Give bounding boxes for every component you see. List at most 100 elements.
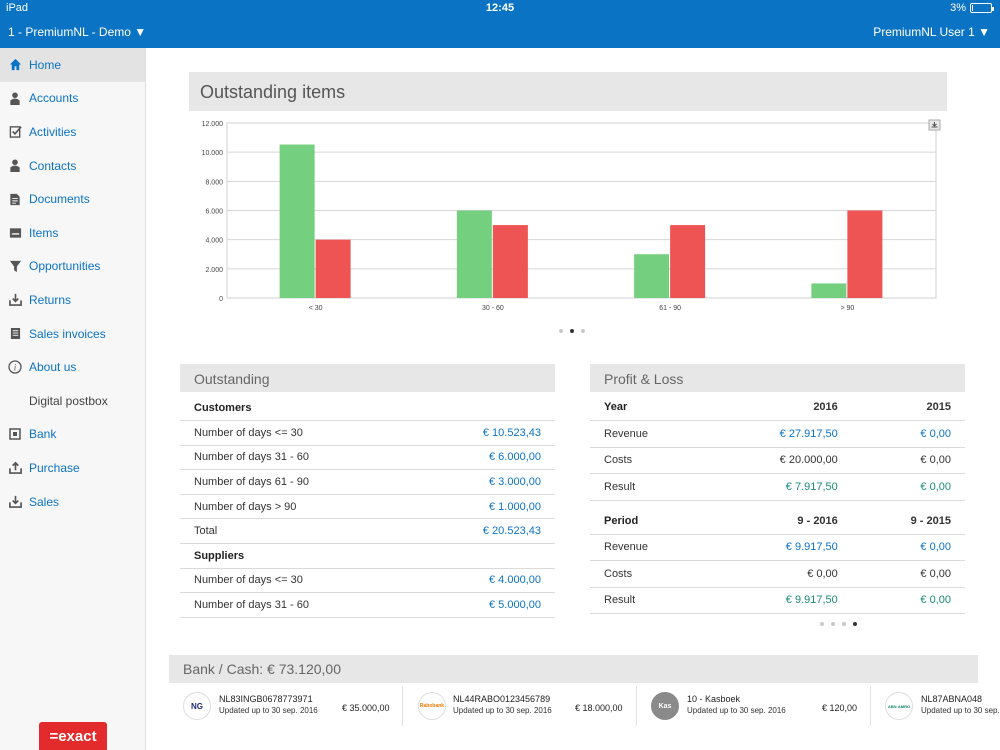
x-tick-label: > 90 bbox=[840, 305, 854, 312]
row-label: Number of days > 90 bbox=[180, 494, 414, 520]
row-value[interactable]: € 1.000,00 bbox=[414, 494, 555, 520]
table-row[interactable]: Result € 9.917,50 € 0,00 bbox=[590, 587, 965, 614]
table-row[interactable]: Revenue € 27.917,50 € 0,00 bbox=[590, 420, 965, 448]
updated-label: Updated up to 30 sep. 2016 bbox=[687, 706, 786, 715]
row-value[interactable]: € 0,00 bbox=[851, 560, 965, 588]
row-value[interactable]: € 9.917,50 bbox=[709, 534, 852, 561]
sidebar-item-label: Contacts bbox=[29, 158, 77, 173]
row-label: Number of days 31 - 60 bbox=[180, 592, 414, 618]
carrier-label: iPad bbox=[6, 2, 29, 14]
sidebar-item-sales[interactable]: Sales bbox=[0, 485, 145, 519]
sidebar-item-activities[interactable]: Activities bbox=[0, 115, 145, 149]
sidebar-item-bank[interactable]: Bank bbox=[0, 418, 145, 452]
bank-account-card[interactable]: Rabobank NL44RABO0123456789 Updated up t… bbox=[403, 686, 637, 726]
row-label: Result bbox=[590, 587, 710, 614]
row-value[interactable]: € 10.523,43 bbox=[414, 420, 555, 446]
outstanding-items-chart: 0 2.000 4.000 6.000 8.000 10.000 12.000 < 30 30 … bbox=[202, 119, 941, 312]
row-value[interactable]: € 6.000,00 bbox=[414, 445, 555, 471]
row-value[interactable]: € 20.000,00 bbox=[709, 447, 852, 474]
row-label: Result bbox=[590, 473, 710, 501]
row-value[interactable]: € 3.000,00 bbox=[414, 469, 555, 495]
period-header-row: Period 9 - 2016 9 - 2015 bbox=[590, 500, 965, 535]
logo-label: NG bbox=[191, 701, 203, 711]
y-tick-label: 0 bbox=[219, 296, 223, 303]
page-dot-active[interactable] bbox=[853, 622, 857, 626]
sidebar-item-label: Bank bbox=[29, 427, 57, 442]
table-row[interactable]: Number of days > 90 € 1.000,00 bbox=[180, 494, 555, 520]
sidebar-item-documents[interactable]: Documents bbox=[0, 182, 145, 216]
row-value[interactable]: € 20.523,43 bbox=[414, 518, 555, 545]
row-value[interactable]: € 0,00 bbox=[851, 447, 965, 474]
table-row[interactable]: Number of days <= 30 € 4.000,00 bbox=[180, 568, 555, 594]
row-value[interactable]: € 7.917,50 bbox=[709, 473, 852, 501]
pl-page-indicator[interactable] bbox=[820, 622, 857, 626]
table-row[interactable]: Number of days 31 - 60 € 6.000,00 bbox=[180, 445, 555, 471]
chart-bar bbox=[847, 210, 883, 298]
sidebar-item-items[interactable]: Items bbox=[0, 216, 145, 250]
page-dot[interactable] bbox=[831, 622, 835, 626]
bank-account-card[interactable]: ABN·AMRO NL87ABNA048 Updated up to 30 se… bbox=[871, 686, 1000, 726]
table-row[interactable]: Number of days 61 - 90 € 3.000,00 bbox=[180, 469, 555, 495]
page-dot-active[interactable] bbox=[570, 329, 574, 333]
bank-account-card[interactable]: NG NL83INGB0678773971 Updated up to 30 s… bbox=[169, 686, 403, 726]
table-row[interactable]: Number of days <= 30 € 10.523,43 bbox=[180, 420, 555, 446]
sidebar-item-about-us[interactable]: i About us bbox=[0, 350, 145, 384]
table-row[interactable]: Result € 7.917,50 € 0,00 bbox=[590, 473, 965, 501]
page-dot[interactable] bbox=[581, 329, 585, 333]
chart-export-icon[interactable] bbox=[928, 119, 941, 131]
returns-icon bbox=[8, 293, 22, 307]
sidebar-item-purchase[interactable]: Purchase bbox=[0, 451, 145, 485]
year-col-2015: 2015 bbox=[851, 394, 965, 421]
bank-icon bbox=[8, 427, 22, 441]
row-value[interactable]: € 9.917,50 bbox=[709, 587, 852, 614]
period-col-2016: 9 - 2016 bbox=[709, 500, 852, 535]
user-menu[interactable]: PremiumNL User 1 ▼ bbox=[873, 25, 990, 39]
row-value[interactable]: € 27.917,50 bbox=[709, 420, 852, 448]
row-value[interactable]: € 0,00 bbox=[851, 587, 965, 614]
sidebar-item-home[interactable]: Home bbox=[0, 48, 145, 82]
table-row[interactable]: Number of days 31 - 60 € 5.000,00 bbox=[180, 592, 555, 618]
row-label: Revenue bbox=[590, 420, 710, 448]
x-tick-label: < 30 bbox=[309, 305, 323, 312]
row-value[interactable]: € 0,00 bbox=[851, 420, 965, 448]
sidebar-item-digital-postbox[interactable]: Digital postbox bbox=[0, 384, 145, 418]
sidebar-item-sales-invoices[interactable]: Sales invoices bbox=[0, 317, 145, 351]
rabobank-logo-icon: Rabobank bbox=[418, 692, 446, 720]
row-label: Number of days 61 - 90 bbox=[180, 469, 414, 495]
sidebar-item-contacts[interactable]: Contacts bbox=[0, 149, 145, 183]
documents-icon bbox=[8, 192, 22, 206]
exact-logo: =exact bbox=[39, 722, 107, 750]
bank-account-card[interactable]: Kas 10 - Kasboek Updated up to 30 sep. 2… bbox=[637, 686, 871, 726]
table-row[interactable]: Revenue € 9.917,50 € 0,00 bbox=[590, 534, 965, 561]
y-tick-label: 2.000 bbox=[205, 267, 223, 274]
abn-amro-logo-icon: ABN·AMRO bbox=[885, 692, 913, 720]
row-value[interactable]: € 0,00 bbox=[709, 560, 852, 588]
bank-account-carousel[interactable]: NG NL83INGB0678773971 Updated up to 30 s… bbox=[169, 684, 1000, 728]
chart-page-indicator[interactable] bbox=[559, 329, 585, 333]
row-value[interactable]: € 4.000,00 bbox=[414, 568, 555, 594]
administration-selector[interactable]: 1 - PremiumNL - Demo ▼ bbox=[8, 25, 147, 39]
table-row[interactable]: Total € 20.523,43 bbox=[180, 518, 555, 545]
year-header-row: Year 2016 2015 bbox=[590, 394, 965, 421]
home-icon bbox=[8, 58, 22, 72]
year-label: Year bbox=[590, 394, 710, 421]
status-bar: iPad 12:45 3% bbox=[0, 0, 1000, 16]
sidebar-item-label: Sales bbox=[29, 494, 60, 509]
row-value[interactable]: € 0,00 bbox=[851, 473, 965, 501]
sidebar-item-label: Home bbox=[29, 57, 62, 72]
row-label: Costs bbox=[590, 560, 710, 588]
table-row[interactable]: Costs € 0,00 € 0,00 bbox=[590, 560, 965, 588]
updated-label: Updated up to 30 sep. 2016 bbox=[921, 706, 1000, 715]
period-col-2015: 9 - 2015 bbox=[851, 500, 965, 535]
row-value[interactable]: € 5.000,00 bbox=[414, 592, 555, 618]
page-dot[interactable] bbox=[842, 622, 846, 626]
account-amount: € 120,00 bbox=[822, 703, 858, 713]
sidebar-item-returns[interactable]: Returns bbox=[0, 283, 145, 317]
row-value[interactable]: € 0,00 bbox=[851, 534, 965, 561]
sidebar-item-accounts[interactable]: Accounts bbox=[0, 82, 145, 116]
page-dot[interactable] bbox=[559, 329, 563, 333]
row-label: Total bbox=[180, 518, 414, 545]
page-dot[interactable] bbox=[820, 622, 824, 626]
sidebar-item-opportunities[interactable]: Opportunities bbox=[0, 250, 145, 284]
table-row[interactable]: Costs € 20.000,00 € 0,00 bbox=[590, 447, 965, 474]
